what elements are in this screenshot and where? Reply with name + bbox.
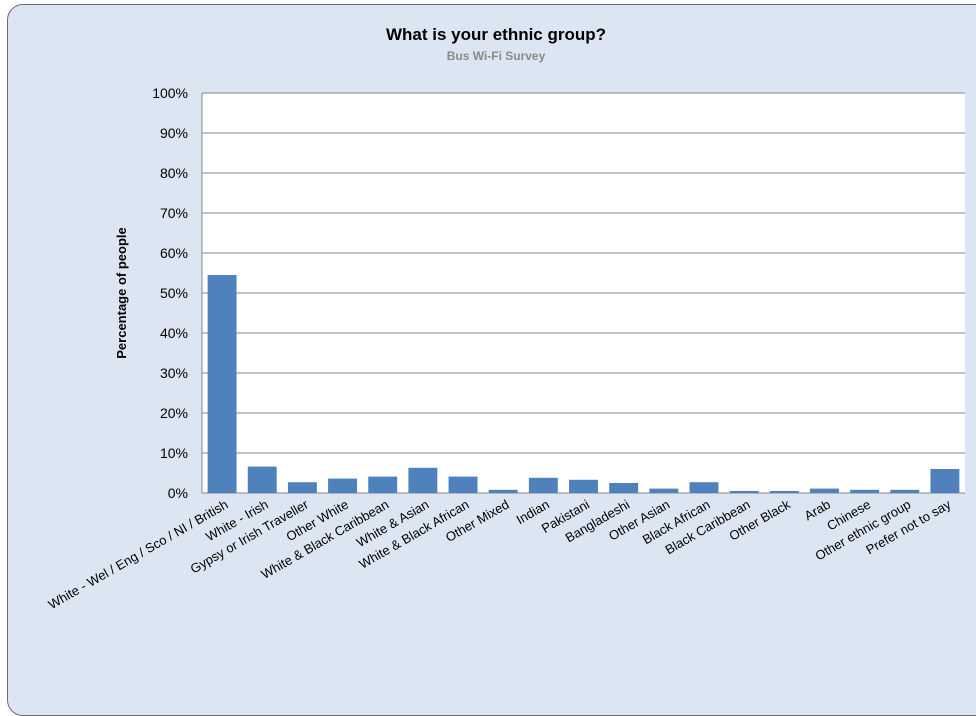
chart-subtitle: Bus Wi-Fi Survey bbox=[447, 49, 546, 63]
bar bbox=[609, 483, 639, 493]
y-axis-label: Percentage of people bbox=[114, 227, 129, 358]
bar bbox=[207, 275, 237, 493]
y-tick-label: 0% bbox=[168, 485, 188, 501]
bar bbox=[528, 477, 558, 493]
bar bbox=[769, 491, 799, 493]
bar bbox=[287, 482, 317, 493]
y-tick-label: 40% bbox=[160, 325, 188, 341]
bar-chart: What is your ethnic group? Bus Wi-Fi Sur… bbox=[46, 25, 965, 612]
y-tick-label: 100% bbox=[152, 85, 188, 101]
y-tick-label: 50% bbox=[160, 285, 188, 301]
bar bbox=[809, 488, 839, 493]
y-tick-label: 80% bbox=[160, 165, 188, 181]
y-tick-label: 90% bbox=[160, 125, 188, 141]
chart-title: What is your ethnic group? bbox=[386, 25, 606, 44]
bar bbox=[649, 488, 679, 493]
bar bbox=[850, 489, 880, 493]
y-tick-label: 60% bbox=[160, 245, 188, 261]
bar bbox=[689, 482, 719, 493]
plot-area: 0%10%20%30%40%50%60%70%80%90%100%White -… bbox=[46, 85, 965, 612]
bar bbox=[729, 491, 759, 493]
bar bbox=[930, 469, 960, 493]
y-tick-label: 10% bbox=[160, 445, 188, 461]
y-tick-label: 30% bbox=[160, 365, 188, 381]
bar bbox=[368, 476, 398, 493]
bar bbox=[328, 478, 358, 493]
bar bbox=[408, 467, 438, 493]
bar bbox=[569, 479, 598, 493]
bar bbox=[890, 489, 920, 493]
y-tick-label: 70% bbox=[160, 205, 188, 221]
y-tick-label: 20% bbox=[160, 405, 188, 421]
bar bbox=[488, 489, 518, 493]
bar bbox=[247, 466, 277, 493]
bar bbox=[448, 476, 478, 493]
